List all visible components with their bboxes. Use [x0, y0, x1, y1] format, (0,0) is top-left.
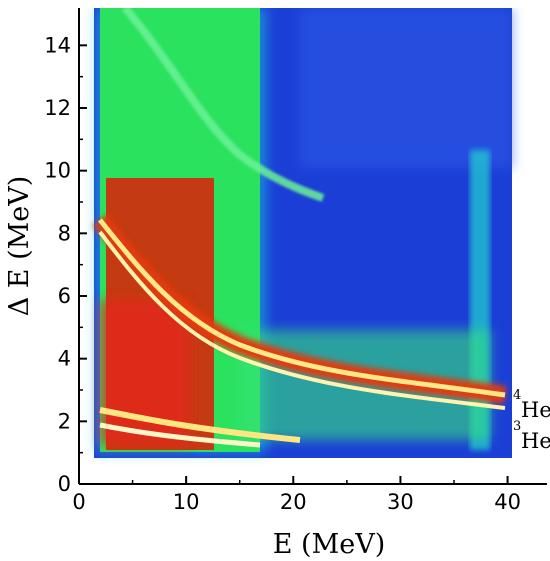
he4-annotation: 4 He [513, 388, 550, 422]
y-ticks: 0 2 4 6 8 10 12 14 [44, 33, 87, 496]
x-ticks: 0 10 20 30 40 [72, 476, 521, 514]
y-tick-label: 4 [58, 347, 71, 371]
blue-sparse-top [300, 8, 512, 168]
he4-mass: 4 [513, 388, 521, 403]
x-tick-label: 20 [280, 490, 307, 514]
x-tick-label: 10 [173, 490, 200, 514]
he4-locus [98, 218, 506, 398]
he3-locus [98, 230, 506, 410]
x-tick-label: 30 [387, 490, 414, 514]
y-tick-label: 0 [58, 472, 71, 496]
axes: 0 10 20 30 40 0 2 4 6 8 10 12 14 [44, 8, 547, 514]
y-tick-label: 2 [58, 409, 71, 433]
y-axis-title: Δ E (MeV) [4, 176, 35, 317]
x-tick-label: 40 [494, 490, 521, 514]
x-axis-title: E (MeV) [273, 529, 385, 560]
he4-label: He [521, 398, 550, 422]
low-band-2 [99, 422, 261, 448]
he3-annotation: 3 He [513, 419, 550, 453]
y-tick-label: 6 [58, 284, 71, 308]
y-tick-label: 8 [58, 221, 71, 245]
y-tick-label: 10 [44, 159, 71, 183]
y-tick-label: 12 [44, 96, 71, 120]
plot-area [92, 8, 512, 458]
he3-label: He [521, 429, 550, 453]
x-tick-label: 0 [72, 490, 85, 514]
low-band-1 [99, 407, 301, 443]
he3-mass: 3 [513, 419, 521, 434]
upper-locus [121, 8, 325, 202]
y-tick-label: 14 [44, 33, 71, 57]
